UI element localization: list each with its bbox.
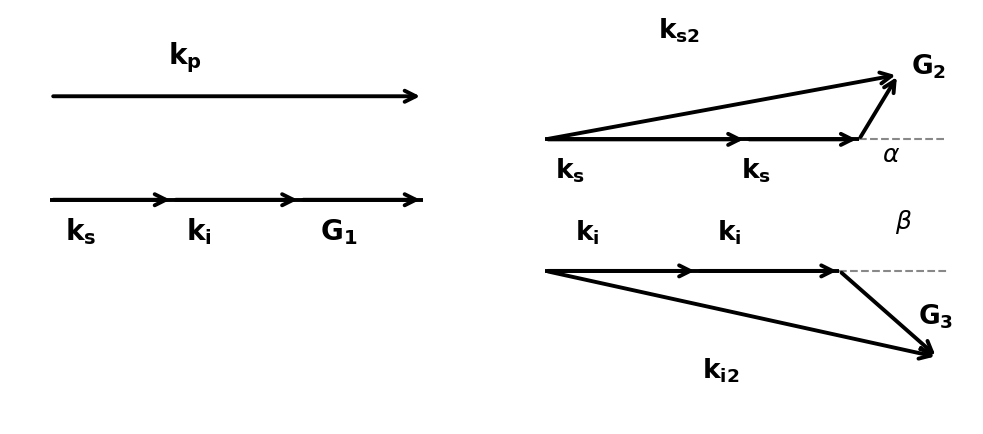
Text: $\mathbf{k_i}$: $\mathbf{k_i}$ [575, 219, 600, 247]
Text: $\mathbf{k_s}$: $\mathbf{k_s}$ [555, 156, 585, 184]
Text: $\mathbf{G_2}$: $\mathbf{G_2}$ [911, 53, 947, 81]
Text: $\beta$: $\beta$ [896, 208, 912, 237]
Text: $\mathbf{k_p}$: $\mathbf{k_p}$ [168, 40, 202, 75]
Text: $\mathbf{G_3}$: $\mathbf{G_3}$ [918, 303, 954, 331]
Text: $\mathbf{k_s}$: $\mathbf{k_s}$ [741, 156, 772, 184]
Text: $\mathbf{k_s}$: $\mathbf{k_s}$ [65, 217, 96, 247]
Text: $\alpha$: $\alpha$ [882, 143, 899, 168]
Text: $\mathbf{k_i}$: $\mathbf{k_i}$ [717, 219, 741, 247]
Text: $\mathbf{k_i}$: $\mathbf{k_i}$ [186, 217, 211, 247]
Text: $\mathbf{k_{s2}}$: $\mathbf{k_{s2}}$ [659, 16, 700, 45]
Text: $\mathbf{G_1}$: $\mathbf{G_1}$ [319, 217, 357, 247]
Text: $\mathbf{k_{i2}}$: $\mathbf{k_{i2}}$ [702, 357, 739, 385]
